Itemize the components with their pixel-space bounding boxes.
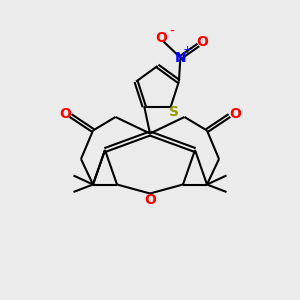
Text: O: O (144, 193, 156, 207)
Text: N: N (175, 50, 186, 64)
Text: O: O (59, 107, 71, 121)
Text: -: - (169, 25, 174, 39)
Text: O: O (196, 35, 208, 49)
Text: +: + (182, 45, 192, 55)
Text: O: O (229, 107, 241, 121)
Text: O: O (156, 31, 167, 45)
Text: S: S (169, 105, 179, 119)
